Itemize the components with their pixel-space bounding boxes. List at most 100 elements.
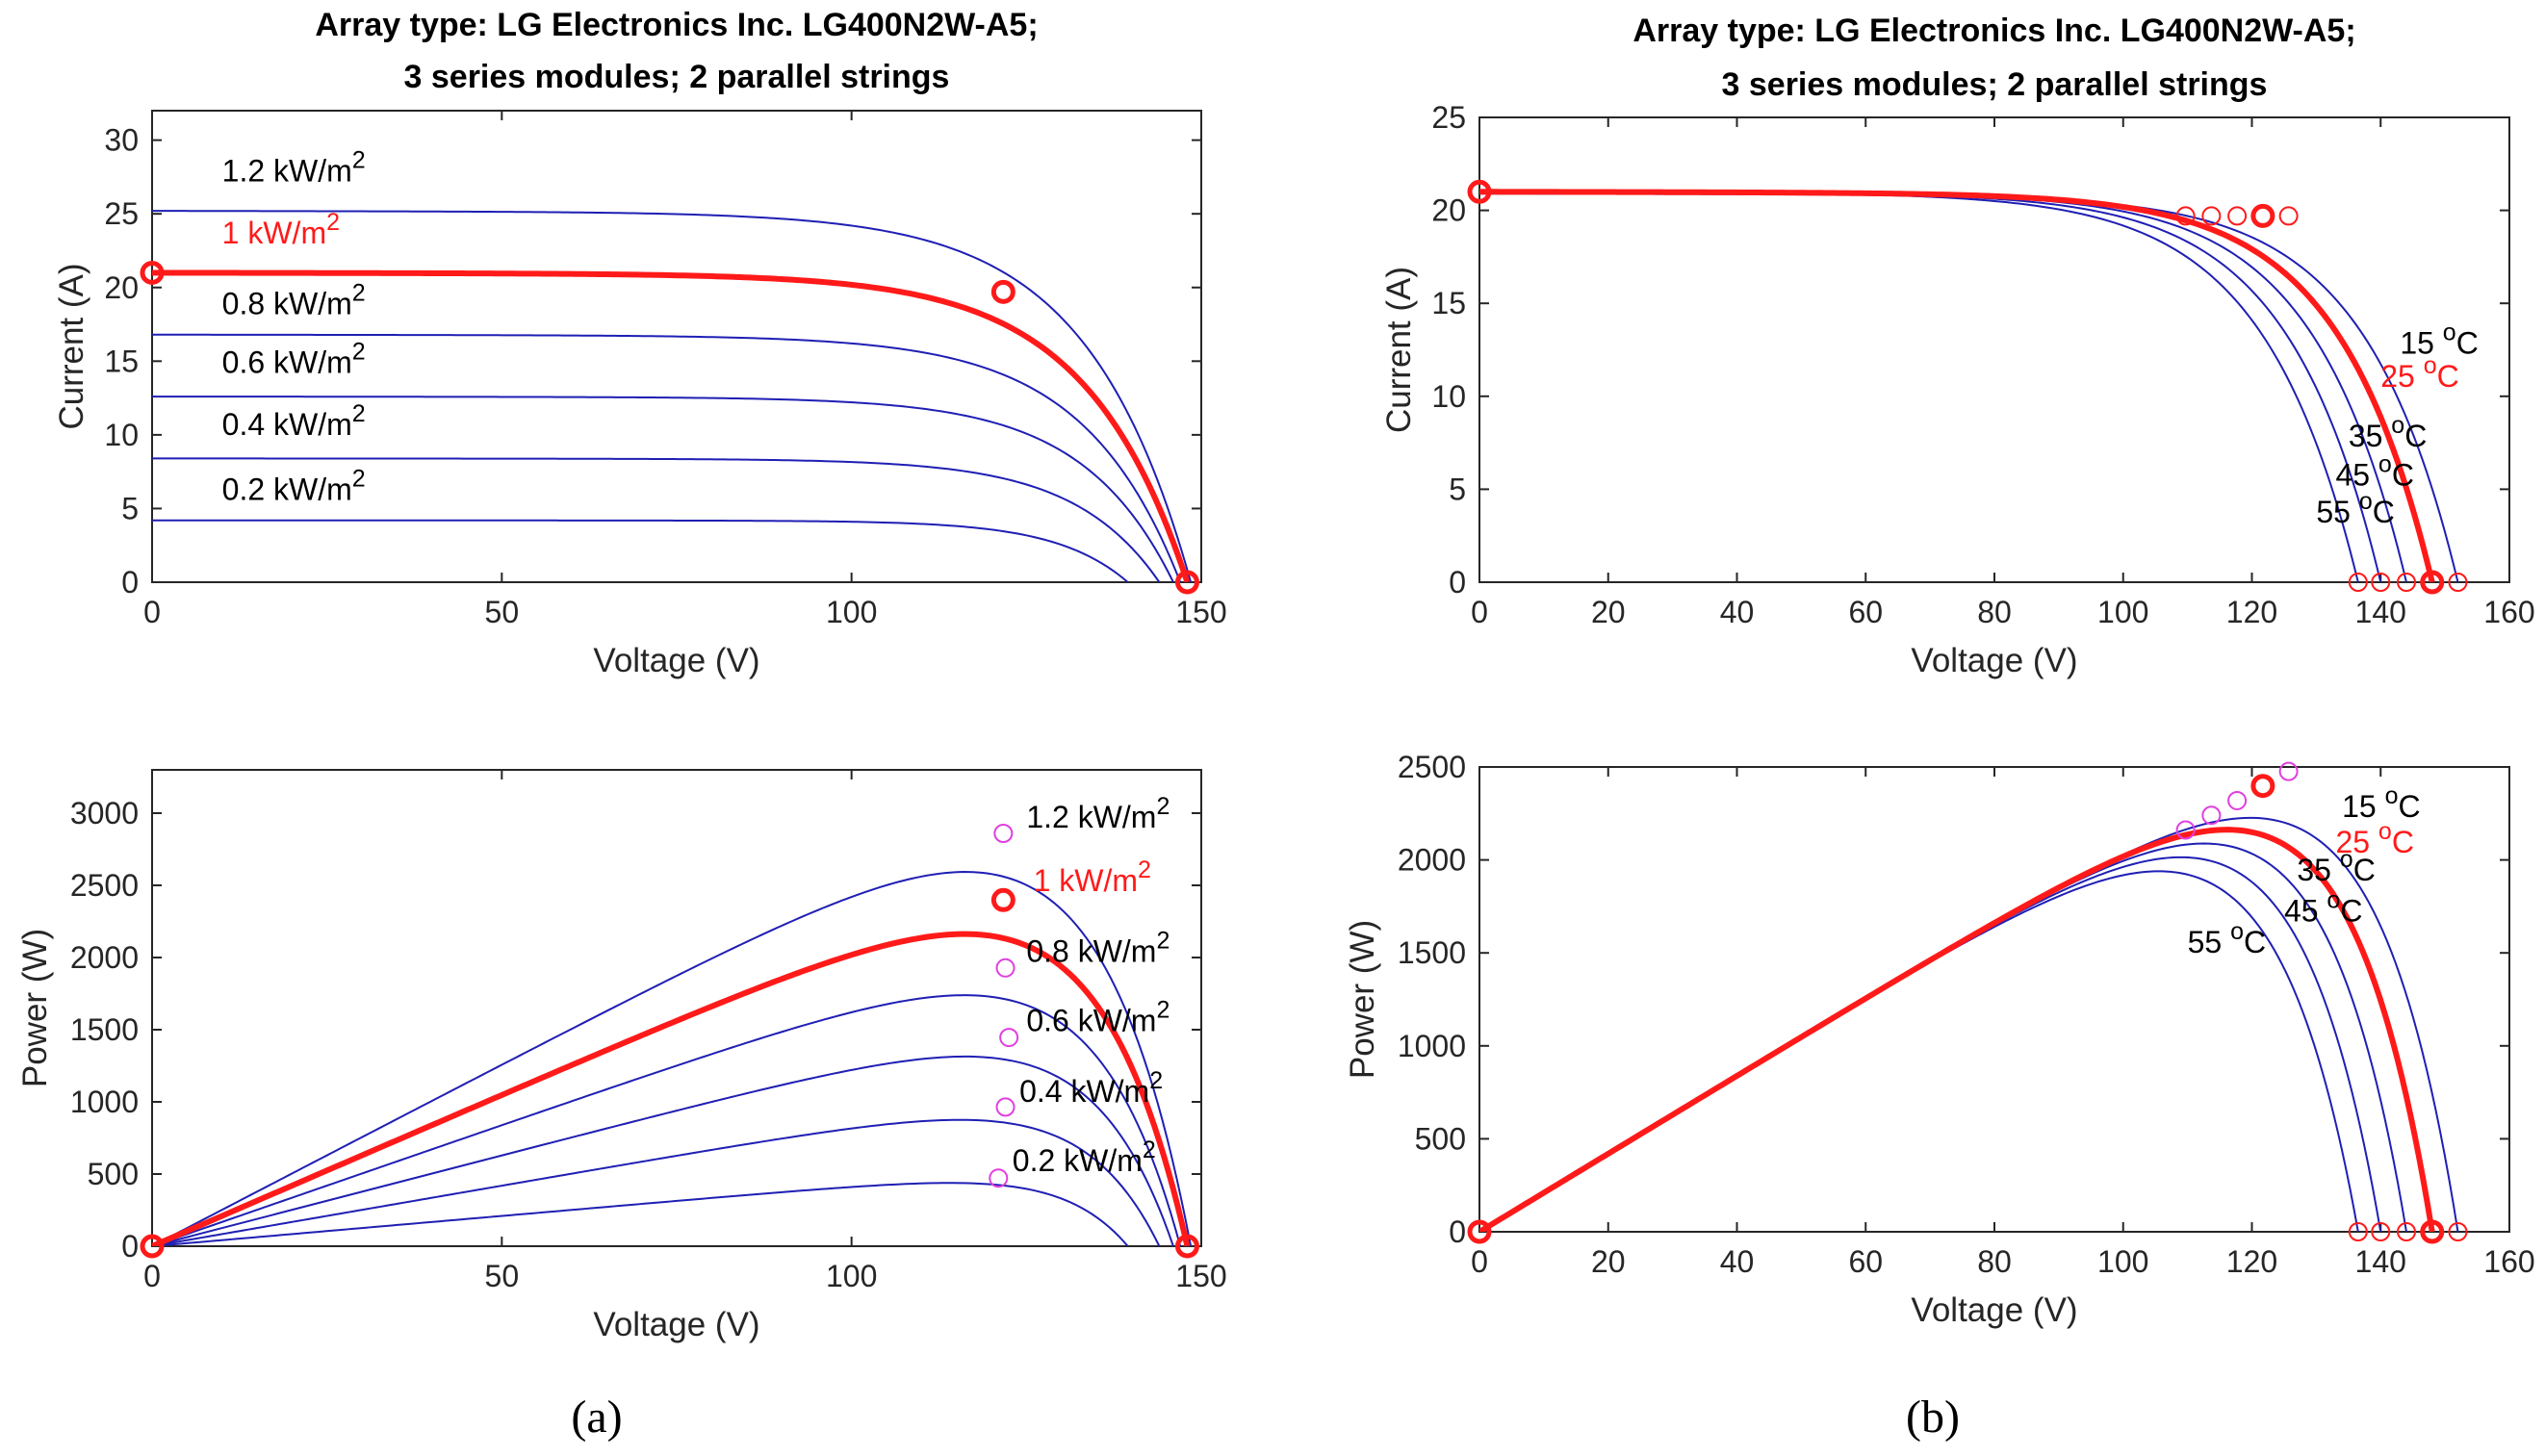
y-tick-label: 3000 xyxy=(70,796,139,830)
series-group xyxy=(1479,816,2459,1232)
marker xyxy=(990,887,1015,912)
marker xyxy=(2420,1219,2445,1244)
y-tick-label: 15 xyxy=(1431,286,1466,320)
marker xyxy=(999,1028,1019,1048)
marker xyxy=(2348,1222,2368,1241)
annotation-label: 0.8 kW/m2 xyxy=(222,279,366,320)
marker xyxy=(2175,820,2196,840)
plot-area xyxy=(151,769,1202,1247)
marker xyxy=(1467,1219,1492,1244)
x-axis-label: Voltage (V) xyxy=(1911,642,2077,679)
series-line-1-kw-m2 xyxy=(152,269,1191,582)
chart-title-line: Array type: LG Electronics Inc. LG400N2W… xyxy=(1632,13,2355,49)
y-tick-label: 30 xyxy=(104,123,139,158)
series-line-0-8-kw-m2 xyxy=(152,994,1182,1246)
annotation-label: 1.2 kW/m2 xyxy=(1026,793,1170,834)
marker xyxy=(990,279,1015,304)
chart-b-iv-curves: 0 20 40 60 80 100 120 140 160 0 5 10 15 20 25 Voltage (… xyxy=(1380,13,2535,679)
y-tick-label: 500 xyxy=(1415,1121,1466,1156)
series-group xyxy=(1479,189,2459,582)
x-tick-label: 120 xyxy=(2226,1244,2277,1279)
x-tick-label: 150 xyxy=(1175,595,1226,629)
marker xyxy=(993,824,1014,843)
marker xyxy=(2278,206,2299,226)
annotation-label: 1.2 kW/m2 xyxy=(222,147,366,189)
series-line-0-2-kw-m2 xyxy=(152,1182,1129,1246)
y-tick-label: 25 xyxy=(104,196,139,231)
y-axis-label: Power (W) xyxy=(1344,920,1381,1079)
x-tick-label: 0 xyxy=(143,595,161,629)
series-group xyxy=(152,871,1193,1246)
marker xyxy=(2175,206,2196,226)
series-line-0-8-kw-m2 xyxy=(152,333,1182,582)
annotation-label: 0.6 kW/m2 xyxy=(1026,997,1170,1038)
series-line-25-c xyxy=(1479,189,2435,582)
x-tick-label: 40 xyxy=(1720,595,1755,629)
y-tick-label: 15 xyxy=(104,344,139,378)
annotation-label: 45 oC xyxy=(2284,886,2363,928)
marker xyxy=(2250,203,2275,228)
marker xyxy=(2201,805,2222,826)
y-tick-label: 2000 xyxy=(1398,843,1466,878)
x-tick-label: 140 xyxy=(2355,1244,2406,1279)
x-tick-label: 50 xyxy=(485,595,520,629)
annotation-label: 0.8 kW/m2 xyxy=(1026,928,1170,969)
y-tick-label: 1500 xyxy=(70,1012,139,1047)
annotation-label: 1 kW/m2 xyxy=(222,209,340,250)
marker xyxy=(2250,774,2275,799)
marker xyxy=(2420,570,2445,595)
y-tick-label: 0 xyxy=(121,565,139,600)
chart-a-iv-curves: 0 50 100 150 0 5 10 15 20 25 30 Voltage (V) Current … xyxy=(53,7,1227,679)
series-line-0-4-kw-m2 xyxy=(152,1118,1161,1246)
x-axis-label: Voltage (V) xyxy=(593,642,759,679)
plot-area xyxy=(1478,766,2510,1233)
chart-title-line: 3 series modules; 2 parallel strings xyxy=(404,59,950,95)
panel-label-a: (a) xyxy=(571,1392,622,1443)
x-tick-label: 50 xyxy=(485,1259,520,1293)
x-axis-label: Voltage (V) xyxy=(1911,1291,2077,1329)
annotation-label: 0.4 kW/m2 xyxy=(222,400,366,442)
x-tick-label: 40 xyxy=(1720,1244,1755,1279)
chart-title-line: Array type: LG Electronics Inc. LG400N2W… xyxy=(315,7,1038,43)
marker xyxy=(2397,1222,2416,1241)
y-tick-label: 1000 xyxy=(1398,1029,1466,1063)
x-tick-label: 20 xyxy=(1591,1244,1626,1279)
y-tick-label: 1500 xyxy=(1398,935,1466,970)
series-line-1-2-kw-m2 xyxy=(152,210,1193,582)
annotation-label: 55 oC xyxy=(2316,488,2395,529)
x-tick-label: 140 xyxy=(2355,595,2406,629)
chart-a-pv-curves: 0 50 100 150050010001500200025003000Voltage… xyxy=(16,769,1227,1343)
y-tick-label: 20 xyxy=(104,270,139,305)
chart-title-line: 3 series modules; 2 parallel strings xyxy=(1722,66,2268,103)
y-axis-label: Current (A) xyxy=(53,263,90,429)
series-line-0-4-kw-m2 xyxy=(152,457,1161,582)
y-tick-label: 10 xyxy=(1431,379,1466,414)
x-tick-label: 0 xyxy=(1471,595,1488,629)
x-tick-label: 100 xyxy=(826,595,877,629)
x-tick-label: 100 xyxy=(2097,595,2148,629)
marker xyxy=(2227,790,2248,810)
annotation-label: 35 oC xyxy=(2349,412,2428,453)
plot-area xyxy=(151,110,1202,583)
x-tick-label: 160 xyxy=(2483,595,2534,629)
marker xyxy=(1467,179,1492,204)
annotation-label: 0.6 kW/m2 xyxy=(222,339,366,380)
marker xyxy=(140,260,165,285)
marker xyxy=(2201,206,2222,226)
marker xyxy=(995,958,1015,978)
y-tick-label: 5 xyxy=(121,491,139,525)
series-line-0-6-kw-m2 xyxy=(152,396,1174,582)
series-line-0-2-kw-m2 xyxy=(152,519,1129,582)
annotation-label: 1 kW/m2 xyxy=(1034,856,1151,898)
x-tick-label: 150 xyxy=(1175,1259,1226,1293)
x-tick-label: 100 xyxy=(2097,1244,2148,1279)
marker xyxy=(989,1168,1009,1188)
panel-label-b: (b) xyxy=(1906,1392,1960,1443)
series-line-1-2-kw-m2 xyxy=(152,871,1193,1246)
series-line-25-c xyxy=(1479,827,2435,1232)
annotation-label: 15 oC xyxy=(2400,319,2479,360)
y-tick-label: 0 xyxy=(1449,565,1466,600)
x-tick-label: 80 xyxy=(1977,595,2012,629)
y-tick-label: 0 xyxy=(1449,1214,1466,1249)
marker xyxy=(2227,206,2248,226)
